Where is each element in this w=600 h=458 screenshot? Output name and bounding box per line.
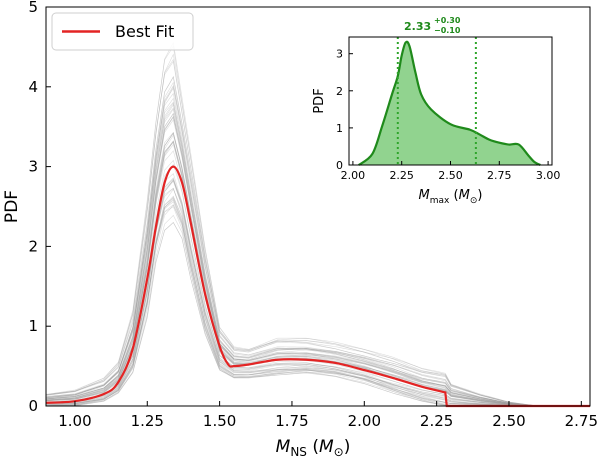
sample-curve (45, 132, 590, 407)
inset-x-tick-label: 2.50 (438, 169, 463, 182)
sample-curve (45, 97, 590, 407)
sample-curve (45, 84, 590, 407)
y-tick-label: 4 (28, 78, 38, 96)
sample-curve (45, 150, 590, 407)
inset-y-axis-label: PDF (312, 88, 327, 113)
y-tick-label: 3 (28, 158, 38, 176)
inset-x-ticks: 2.00 2.25 2.50 2.75 3.00 (341, 161, 561, 182)
sample-curve (45, 178, 590, 407)
inset-x-axis-label: Mmax (M⊙) (419, 188, 483, 206)
inset-x-tick-label: 2.75 (487, 169, 512, 182)
inset-credible-interval-lines (396, 37, 477, 165)
sample-curve (45, 112, 590, 407)
sample-curve (45, 92, 590, 407)
sample-curve (45, 115, 590, 407)
sample-curve (45, 116, 590, 407)
x-tick-label: 2.75 (565, 412, 598, 430)
inset-x-tick-label: 2.25 (389, 169, 414, 182)
sample-curve (45, 101, 590, 407)
inset-y-tick-label: 3 (336, 48, 343, 61)
sample-curve (45, 199, 590, 407)
legend-box (51, 12, 194, 51)
sample-curve (45, 87, 590, 407)
sample-curve (45, 131, 590, 407)
main-x-ticks: 1.00 1.25 1.50 1.75 2.00 2.25 2.50 2.75 (58, 401, 598, 430)
x-tick-label: 1.50 (203, 412, 236, 430)
x-tick-label: 2.25 (420, 412, 453, 430)
inset-annotation: 2.33 +0.30 −0.10 (404, 16, 461, 35)
sample-curve (45, 180, 590, 407)
sample-curve (45, 41, 590, 407)
sample-curve (45, 179, 590, 407)
x-tick-label: 1.25 (131, 412, 164, 430)
sample-curve (45, 214, 590, 407)
sample-curve (45, 85, 590, 407)
inset-x-tick-label: 2.00 (341, 169, 366, 182)
y-tick-label: 5 (28, 0, 38, 16)
inset-density-area (358, 41, 541, 165)
sample-curve (45, 113, 590, 407)
sample-curve (45, 76, 590, 407)
x-tick-label: 1.75 (275, 412, 308, 430)
sample-curve (45, 221, 590, 407)
sample-curve (45, 60, 590, 407)
sample-curve (45, 104, 590, 407)
y-tick-label: 0 (28, 397, 38, 415)
sample-curve (45, 45, 590, 407)
main-y-axis-label: PDF (2, 190, 22, 223)
sample-curve (45, 132, 590, 407)
inset-y-tick-label: 1 (336, 122, 343, 135)
annotation-upper-error: +0.30 (434, 16, 461, 25)
main-y-ticks: 0 1 2 3 4 5 (28, 0, 51, 415)
sample-curve (45, 75, 590, 407)
annotation-lower-error: −0.10 (434, 26, 461, 35)
inset-density-line (358, 40, 541, 167)
sample-curve (45, 58, 590, 407)
sample-curve (45, 119, 590, 407)
sample-curve (45, 53, 590, 407)
sample-curve (45, 187, 590, 407)
annotation-value: 2.33 (404, 20, 431, 33)
legend: Best Fit (51, 12, 194, 51)
x-tick-label: 2.00 (348, 412, 381, 430)
sample-curve (45, 141, 590, 407)
inset-x-tick-label: 3.00 (536, 169, 561, 182)
sample-curve (45, 108, 590, 407)
sample-curve (45, 81, 590, 407)
main-x-axis-label: MNS (M⊙) (276, 437, 351, 458)
sample-curve (45, 107, 590, 407)
x-tick-label: 2.50 (492, 412, 525, 430)
legend-label-best-fit: Best Fit (115, 22, 174, 41)
sample-curve (45, 102, 590, 407)
sample-curve (45, 115, 590, 407)
inset-y-tick-label: 2 (336, 85, 343, 98)
y-tick-label: 2 (28, 237, 38, 255)
inset-y-tick-label: 0 (336, 159, 343, 172)
best-fit-line (45, 165, 590, 408)
x-tick-label: 1.00 (58, 412, 91, 430)
main-plot-frame (45, 6, 591, 407)
inset-y-ticks: 0 1 2 3 (336, 48, 353, 172)
sample-curve (45, 221, 590, 407)
sample-curve (45, 187, 590, 407)
y-tick-label: 1 (28, 317, 38, 335)
sample-curve (45, 140, 590, 407)
